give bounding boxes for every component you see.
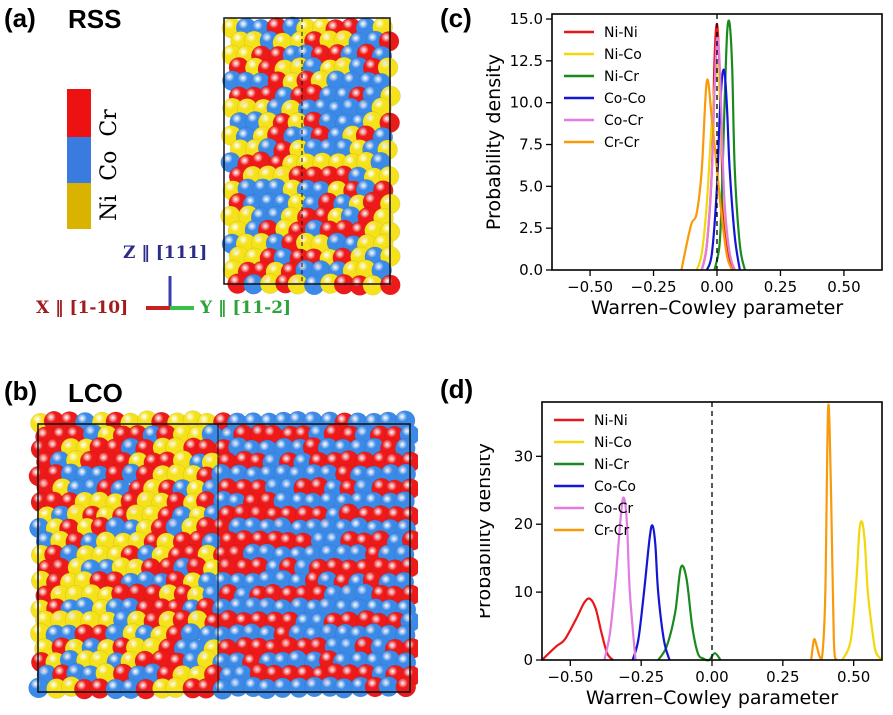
chart-c-series-cr-cr <box>680 78 734 271</box>
axes-triad-arrows <box>146 276 194 310</box>
chart-c-series-co-cr <box>700 36 736 271</box>
chart-d-ytick-label: 20 <box>514 515 533 533</box>
chart-c-ytick-label: 12.5 <box>510 52 543 70</box>
chart-c-ytick-label: 2.5 <box>519 219 543 237</box>
chart-d-series-co-cr <box>603 496 637 661</box>
chart-c-ytick-label: 5.0 <box>519 177 543 195</box>
chart-d-series-co-co <box>631 524 671 661</box>
lco-cell-box <box>37 423 411 693</box>
chart-d-xtick-label: 0.25 <box>766 668 799 686</box>
panel-label-b: (b) <box>4 376 38 406</box>
axis-label-y: Y ‖ [11-2] <box>200 298 292 318</box>
chart-c-xlabel: Warren–Cowley parameter <box>591 297 843 319</box>
colorbar-label-co: Co <box>97 150 122 181</box>
chart-d: Probability density Warren–Cowley parame… <box>480 401 883 709</box>
chart-d-ytick-label: 30 <box>514 447 533 465</box>
chart-d-series-ni-ni <box>541 597 614 661</box>
chart-d-legend-label-ni-ni: Ni-Ni <box>594 413 628 429</box>
colorbar-label-ni: Ni <box>97 194 122 221</box>
chart-c-ytick-label: 7.5 <box>519 136 543 154</box>
panel-label-d: (d) <box>440 374 474 404</box>
chart-c-ytick-label: 0.0 <box>519 261 543 279</box>
chart-c-xtick-label: 0.25 <box>764 278 797 296</box>
atom-ni <box>362 274 384 296</box>
chart-c-legend-label-co-co: Co-Co <box>604 91 646 107</box>
chart-c-xtick-label: −0.50 <box>567 278 613 296</box>
chart-c-xtick-label: 0.00 <box>700 278 733 296</box>
chart-c-legend-label-ni-cr: Ni-Cr <box>604 69 639 85</box>
chart-c-series-co-co <box>705 68 741 271</box>
colorbar-labels: Ni Co Cr <box>97 109 122 221</box>
chart-d-xlabel: Warren–Cowley parameter <box>586 687 838 709</box>
chart-d-xtick-label: 0.50 <box>837 668 870 686</box>
chart-c: Probability density Warren–Cowley parame… <box>483 10 883 319</box>
chart-c-legend-label-cr-cr: Cr-Cr <box>604 135 639 151</box>
chart-d-legend-label-co-cr: Co-Cr <box>594 501 633 517</box>
chart-d-ytick-label: 10 <box>514 583 533 601</box>
chart-c-ytick-label: 15.0 <box>510 10 543 28</box>
atom-cr <box>395 676 417 698</box>
colorbar-swatch-cr <box>67 89 91 137</box>
chart-d-series-ni-cr <box>657 564 722 662</box>
chart-c-legend-label-ni-ni: Ni-Ni <box>604 25 638 41</box>
axis-label-z: Z ‖ [111] <box>123 243 208 263</box>
chart-d-series-ni-co <box>841 520 883 661</box>
chart-d-ytick-label: 0 <box>523 651 533 669</box>
chart-d-legend-label-ni-cr: Ni-Cr <box>594 457 629 473</box>
chart-d-xtick-label: −0.50 <box>547 668 593 686</box>
colorbar-swatch-ni <box>67 183 91 229</box>
chart-d-legend-label-cr-cr: Cr-Cr <box>594 523 629 539</box>
chart-c-ytick-label: 10.0 <box>510 94 543 112</box>
chart-d-xtick-label: −0.25 <box>618 668 664 686</box>
chart-c-xtick-label: −0.25 <box>631 278 677 296</box>
chart-d-xtick-label: 0.00 <box>695 668 728 686</box>
panel-title-rss: RSS <box>68 4 122 34</box>
panel-label-a: (a) <box>4 3 36 33</box>
colorbar-label-cr: Cr <box>97 109 122 137</box>
panel-label-c: (c) <box>440 3 472 33</box>
lco-atom-structure <box>28 410 418 700</box>
element-colorbar <box>67 89 91 229</box>
axis-label-x: X ‖ [1-10] <box>36 298 129 318</box>
chart-d-ylabel: Probability density <box>480 443 495 619</box>
chart-c-xtick-label: 0.50 <box>827 278 860 296</box>
chart-c-legend-label-ni-co: Ni-Co <box>604 47 642 63</box>
chart-d-series-cr-cr <box>810 403 838 661</box>
rss-atom-structure <box>220 16 401 296</box>
colorbar-swatch-co <box>67 137 91 183</box>
chart-d-legend-label-ni-co: Ni-Co <box>594 435 632 451</box>
panel-title-lco: LCO <box>68 378 123 408</box>
rss-cell-box <box>223 17 391 285</box>
chart-c-legend-label-co-cr: Co-Cr <box>604 113 643 129</box>
chart-d-legend-label-co-co: Co-Co <box>594 479 636 495</box>
chart-c-ylabel: Probability density <box>483 54 505 230</box>
